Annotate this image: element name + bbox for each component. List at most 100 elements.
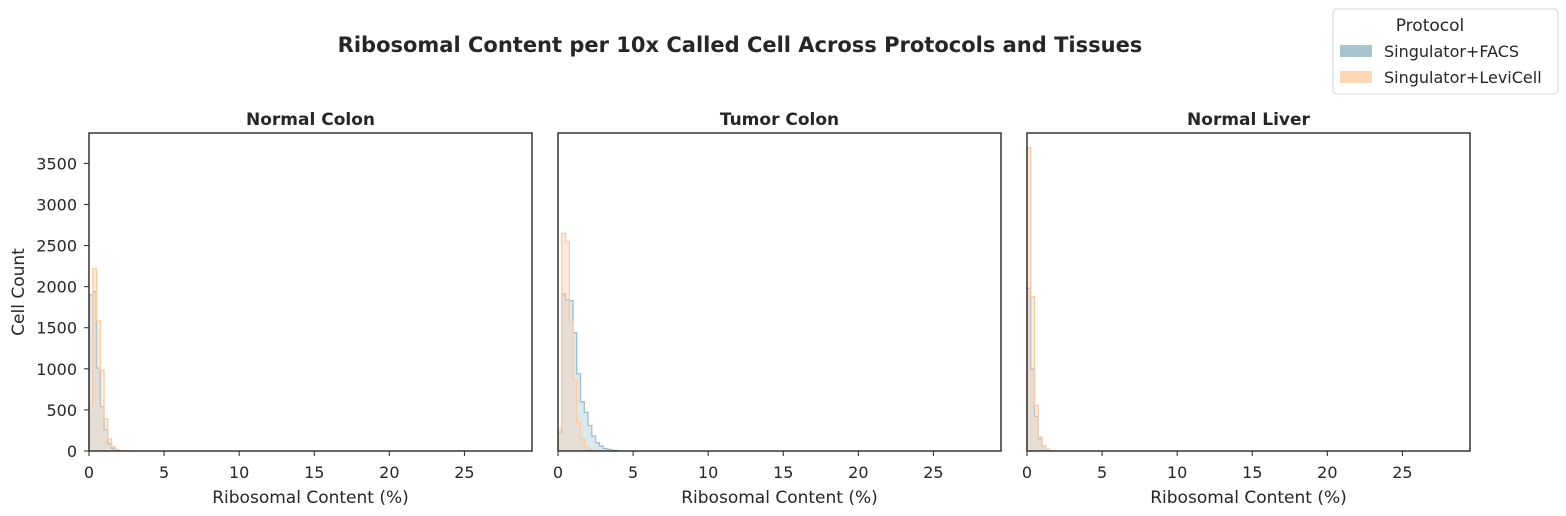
figure-title: Ribosomal Content per 10x Called Cell Ac… [338,33,1143,57]
hist-bar [576,422,581,451]
hist-bar [573,380,577,451]
panels: Normal Colon 0 5 10 15 20 25 Ribosomal Content … [36,110,1471,508]
hist-bar [606,449,611,451]
x-tick-label: 15 [1242,463,1262,482]
x-tick-label: 5 [628,463,638,482]
x-tick-label: 10 [698,463,718,482]
hist-outline [557,232,600,452]
hist-bar [100,406,105,451]
hist-bar [107,443,112,451]
legend-swatch-levicell [1340,71,1372,83]
x-tick-label: 20 [848,463,868,482]
x-tick-label: 25 [454,463,474,482]
legend-title: Protocol [1396,16,1465,36]
x-tick-label: 0 [84,463,94,482]
panel-title: Normal Colon [246,110,375,130]
hist-bar [1030,368,1035,451]
hist-bar [96,368,101,451]
hist-bar [1045,449,1050,451]
series-singulator-levicell [1026,147,1054,452]
hist-bar [580,401,585,451]
hist-bar [558,428,562,451]
hist-bar [1034,416,1039,451]
x-tick-label: 25 [1392,463,1412,482]
hist-bar [1027,147,1031,451]
panel-normal-colon: Normal Colon 0 5 10 15 20 25 Ribosomal Content … [36,110,533,508]
hist-bar [92,268,97,451]
hist-bar [104,418,108,451]
legend-swatch-facs [1340,45,1372,57]
hist-outline [1026,147,1054,452]
y-axis-label: Cell Count [9,248,29,336]
hist-bar [573,332,577,451]
hist-bar [100,370,105,451]
hist-bar [561,233,566,451]
y-tick-label: 2000 [36,278,77,297]
plot-frame [1026,132,1471,452]
panel-normal-liver: Normal Liver 0 5 10 15 20 25 Ribosomal Content … [1022,110,1471,508]
hist-bar [558,432,562,451]
hist-bar [603,448,607,451]
hist-bar [565,241,570,451]
y-tick-label: 1000 [36,360,77,379]
hist-bar [561,294,566,451]
y-tick-label: 3000 [36,195,77,214]
panel-title: Normal Liver [1187,110,1310,130]
series-singulator-levicell [557,232,600,452]
hist-bar [107,438,112,451]
hist-bar [104,429,108,451]
x-tick-label: 20 [379,463,399,482]
x-tick-label: 5 [159,463,169,482]
hist-bar [96,320,101,451]
hist-bar [569,300,574,451]
y-tick-label: 2500 [36,237,77,256]
x-tick-label: 15 [304,463,324,482]
series-singulator-levicell [88,267,124,452]
y-tick-label: 500 [46,401,77,420]
panel-tumor-colon: Tumor Colon 0 5 10 15 20 25 Ribosomal Content (… [553,110,1002,508]
x-tick-label: 10 [229,463,249,482]
hist-bar [1034,404,1039,451]
hist-bar [576,373,581,451]
x-tick-label: 0 [553,463,563,482]
hist-outline [557,293,619,452]
series-singulator-facs [557,293,619,452]
hist-bar [580,439,585,451]
legend-label-levicell: Singulator+LeviCell [1384,68,1542,87]
hist-bar [1042,446,1046,451]
legend-label-facs: Singulator+FACS [1384,42,1519,61]
hist-bar [89,404,93,451]
hist-bar [588,425,592,451]
x-tick-label: 0 [1022,463,1032,482]
hist-bar [1045,449,1050,451]
hist-bar [584,446,589,451]
x-tick-label: 10 [1167,463,1187,482]
x-axis-label: Ribosomal Content (%) [1150,488,1347,508]
hist-bar [588,449,592,451]
y-tick-label: 3500 [36,154,77,173]
x-tick-label: 5 [1097,463,1107,482]
hist-bar [1038,437,1043,451]
x-tick-label: 20 [1317,463,1337,482]
hist-bar [1042,446,1046,451]
hist-bar [591,436,596,451]
hist-outline [88,267,124,452]
hist-bar [111,448,116,451]
hist-bar [1038,438,1043,451]
hist-bar [1030,296,1035,451]
plot-frame [557,132,1002,452]
x-tick-label: 15 [773,463,793,482]
hist-bar [92,291,97,451]
hist-bar [569,321,574,451]
hist-bar [111,446,116,451]
hist-bar [89,294,93,451]
legend-frame [1332,8,1559,95]
plot-frame [88,132,533,452]
x-tick-label: 25 [923,463,943,482]
x-axis-label: Ribosomal Content (%) [681,488,878,508]
legend: Protocol Singulator+FACS Singulator+Levi… [1332,8,1559,95]
hist-bar [1027,288,1031,451]
hist-bar [595,442,600,451]
panel-title: Tumor Colon [720,110,839,130]
